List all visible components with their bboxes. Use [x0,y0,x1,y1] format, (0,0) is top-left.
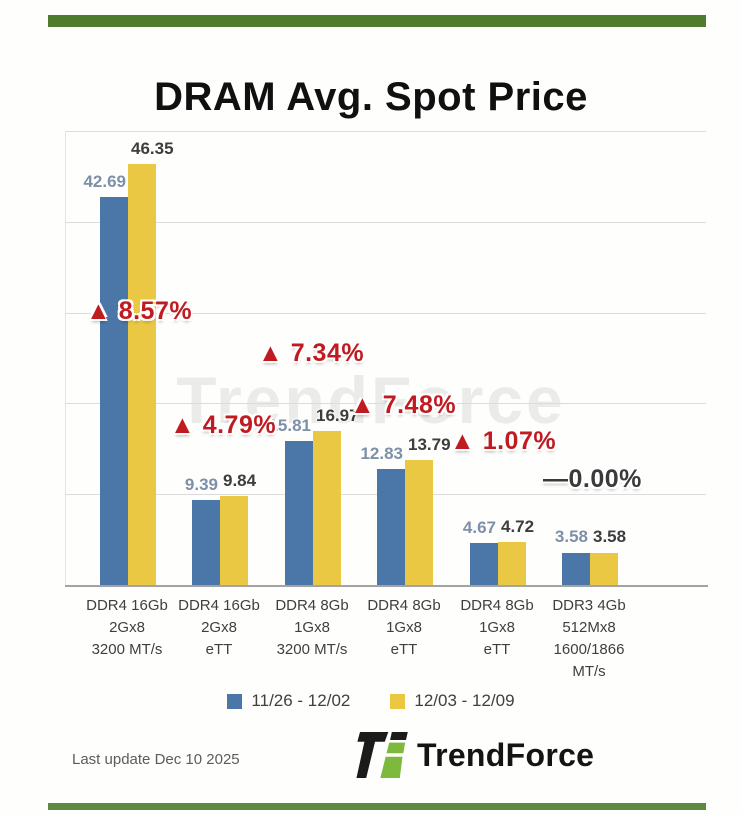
value-label: 13.79 [408,434,451,454]
page-title: DRAM Avg. Spot Price [154,74,588,119]
bar-series1-group6 [562,552,590,585]
bar-series1-group2 [192,499,220,585]
gridline-50 [66,131,706,132]
x-tick-label: DDR4 8Gb 1Gx8 eTT [367,597,441,658]
last-update-text: Last update Dec 10 2025 [72,751,240,768]
value-label: 15.81 [268,416,311,436]
change-badge: —0.00% [543,465,642,493]
bar-series1-group1 [100,197,128,585]
value-label: 46.35 [131,139,174,159]
brand-name: TrendForce [417,736,595,773]
value-label: 9.84 [223,470,257,490]
bar-series1-group4 [377,468,405,585]
bar-series2-group3 [313,430,341,585]
x-axis-line [65,585,708,587]
value-label: 12.83 [360,443,403,463]
value-label: 4.72 [501,517,535,537]
x-tick-label: DDR4 8Gb 1Gx8 eTT [460,597,534,658]
bottom-accent-bar [48,803,706,810]
change-badge: ▲ 7.48% [350,391,457,419]
bar-series2-group2 [220,495,248,585]
legend: 11/26 - 12/02 12/03 - 12/09 [0,691,742,711]
gridline-30 [66,312,706,314]
plot-area: 42.69 9.39 15.81 12.83 4.67 3.58 46.35 9.84 16.9… [65,131,708,587]
legend-swatch [390,693,406,709]
change-badge: ▲ 7.34% [258,339,365,367]
change-badge: ▲ 8.57% [86,297,193,325]
x-tick-label: DDR4 16Gb 2Gx8 3200 MT/s [86,597,168,658]
legend-label: 11/26 - 12/02 [251,691,351,710]
value-label: 4.67 [462,517,496,537]
bar-series2-group5 [498,542,526,585]
gridline-40 [66,221,706,223]
bar-series2-group1 [128,164,156,585]
value-label: 3.58 [593,527,627,547]
x-tick-label: DDR3 4Gb 512Mx8 1600/1866 MT/s [552,597,626,680]
change-badge: ▲ 4.79% [170,411,277,439]
value-label: 3.58 [554,527,588,547]
x-tick-label: DDR4 8Gb 1Gx8 3200 MT/s [275,597,349,658]
value-label: 9.39 [184,474,218,494]
value-label: 16.97 [316,405,359,425]
trendforce-logo: TrendForce [356,732,594,778]
legend-item: 11/26 - 12/02 [227,691,350,711]
x-tick-label: DDR4 16Gb 2Gx8 eTT [178,597,260,658]
top-accent-bar [48,15,706,27]
value-label: 42.69 [83,172,126,192]
bar-series1-group5 [470,542,498,585]
bar-series1-group3 [285,441,313,585]
legend-item: 12/03 - 12/09 [390,691,515,711]
change-badge: ▲ 1.07% [450,427,557,455]
legend-label: 12/03 - 12/09 [414,691,515,710]
bar-series2-group4 [405,459,433,585]
legend-swatch [227,693,243,709]
gridline-20 [66,403,706,405]
bar-series2-group6 [590,552,618,585]
trendforce-logo-icon [356,732,408,778]
